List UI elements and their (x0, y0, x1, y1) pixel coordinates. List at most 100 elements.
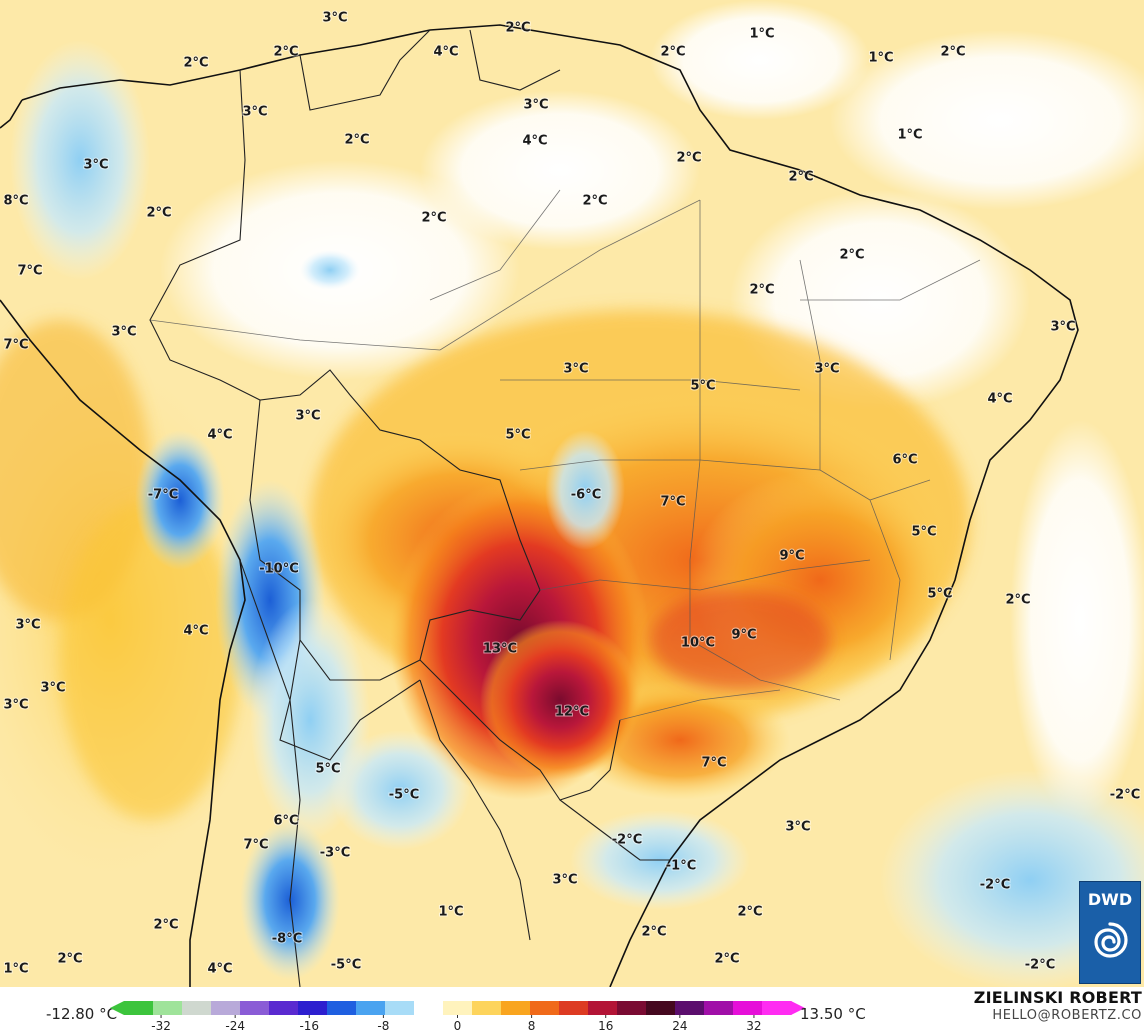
colorbar-band (588, 1001, 618, 1015)
colorbar-band (327, 1001, 357, 1015)
temperature-label: 2°C (788, 170, 813, 185)
temperature-label: -6°C (571, 488, 601, 503)
temperature-label: 7°C (17, 264, 42, 279)
colorbar-min-arrow (110, 1001, 124, 1015)
temperature-label: 1°C (3, 962, 28, 977)
temperature-label: 2°C (641, 925, 666, 940)
temperature-label: -10°C (259, 562, 299, 577)
dwd-swirl-icon (1094, 922, 1128, 958)
colorbar-band (414, 1001, 444, 1015)
temperature-label: 2°C (273, 45, 298, 60)
temperature-label: 3°C (1050, 320, 1075, 335)
colorbar-tick-label: 8 (528, 1019, 536, 1033)
temperature-label: 1°C (897, 128, 922, 143)
temperature-label: 4°C (183, 624, 208, 639)
temperature-label: 4°C (987, 392, 1012, 407)
temperature-label: 2°C (714, 952, 739, 967)
colorbar-band (704, 1001, 734, 1015)
temperature-label: 13°C (483, 642, 517, 657)
temperature-label: 3°C (3, 698, 28, 713)
colorbar-band (269, 1001, 299, 1015)
colorbar-band (298, 1001, 328, 1015)
temperature-label: 8°C (3, 194, 28, 209)
temperature-label: 3°C (15, 618, 40, 633)
temperature-label: 6°C (273, 814, 298, 829)
temperature-label: 2°C (153, 918, 178, 933)
country-borders (149, 29, 670, 987)
colorbar-min-label: -12.80 °C (46, 1005, 118, 1023)
temperature-label: 2°C (940, 45, 965, 60)
colorbar: -32 -24 -16 -8 0 8 16 24 32 (110, 1001, 805, 1033)
colorbar-band (124, 1001, 154, 1015)
author-credit: ZIELINSKI ROBERT HELLO@ROBERTZ.CO (974, 988, 1142, 1023)
temperature-label: 2°C (421, 211, 446, 226)
colorbar-bands (110, 1001, 805, 1015)
temperature-label: 2°C (660, 45, 685, 60)
coastlines (0, 24, 1079, 987)
temperature-label: 4°C (207, 962, 232, 977)
colorbar-band (240, 1001, 270, 1015)
temperature-label: -2°C (980, 878, 1010, 893)
temperature-label: 3°C (83, 158, 108, 173)
temperature-label: 3°C (814, 362, 839, 377)
temperature-label: 6°C (892, 453, 917, 468)
temperature-label: 9°C (779, 549, 804, 564)
temperature-labels: 1°C 1°C 2°C 1°C 3°C 2°C 4°C 2°C 2°C 2°C 3°C 3°C 4°C 2… (2, 10, 1141, 978)
temperature-label: 5°C (911, 525, 936, 540)
temperature-label: 7°C (701, 756, 726, 771)
temperature-label: 2°C (183, 56, 208, 71)
colorbar-band (559, 1001, 589, 1015)
temperature-label: -7°C (148, 488, 178, 503)
temperature-label: 1°C (868, 51, 893, 66)
temperature-label: 1°C (438, 905, 463, 920)
colorbar-max-label: 13.50 °C (800, 1005, 866, 1023)
temperature-label: 5°C (690, 379, 715, 394)
colorbar-band (153, 1001, 183, 1015)
colorbar-band (356, 1001, 386, 1015)
colorbar-band (443, 1001, 473, 1015)
temperature-label: -3°C (320, 846, 350, 861)
colorbar-band (675, 1001, 705, 1015)
temperature-label: 3°C (111, 325, 136, 340)
colorbar-band (530, 1001, 560, 1015)
colorbar-tick-label: -8 (377, 1019, 389, 1033)
temperature-label: 4°C (433, 45, 458, 60)
author-name: ZIELINSKI ROBERT (973, 988, 1142, 1007)
temperature-label: 2°C (676, 151, 701, 166)
temperature-label: 2°C (1005, 593, 1030, 608)
temperature-label: -2°C (1110, 788, 1140, 803)
colorbar-ticks: -32 -24 -16 -8 0 8 16 24 32 (151, 1015, 762, 1033)
temperature-label: 3°C (40, 681, 65, 696)
temperature-label: 3°C (242, 105, 267, 120)
temperature-label: -5°C (331, 958, 361, 973)
colorbar-band (501, 1001, 531, 1015)
temperature-label: 4°C (522, 134, 547, 149)
temperature-label: 5°C (505, 428, 530, 443)
temperature-label: 3°C (295, 409, 320, 424)
colorbar-tick-label: 0 (454, 1019, 462, 1033)
temperature-label: -5°C (389, 788, 419, 803)
temperature-label: 2°C (737, 905, 762, 920)
temperature-label: 2°C (749, 283, 774, 298)
colorbar-band (733, 1001, 763, 1015)
colorbar-band (646, 1001, 676, 1015)
colorbar-band (182, 1001, 212, 1015)
temperature-label: 2°C (57, 952, 82, 967)
temperature-label: 3°C (552, 873, 577, 888)
temperature-label: 9°C (731, 628, 756, 643)
temperature-label: 3°C (785, 820, 810, 835)
colorbar-tick-label: 24 (672, 1019, 687, 1033)
temperature-anomaly-map: 1°C 1°C 2°C 1°C 3°C 2°C 4°C 2°C 2°C 2°C 3°C 3°C 4°C 2… (0, 0, 1144, 987)
colorbar-band (762, 1001, 792, 1015)
colorbar-tick-label: -32 (151, 1019, 171, 1033)
temperature-label: 2°C (582, 194, 607, 209)
temperature-label: -2°C (612, 833, 642, 848)
temperature-label: -1°C (666, 859, 696, 874)
temperature-label: 4°C (207, 428, 232, 443)
temperature-label: 12°C (555, 705, 589, 720)
map-canvas: 1°C 1°C 2°C 1°C 3°C 2°C 4°C 2°C 2°C 2°C 3°C 3°C 4°C 2… (0, 0, 1144, 987)
temperature-label: 3°C (322, 11, 347, 26)
temperature-label: 7°C (3, 338, 28, 353)
temperature-label: -2°C (1025, 958, 1055, 973)
temperature-label: 2°C (344, 133, 369, 148)
